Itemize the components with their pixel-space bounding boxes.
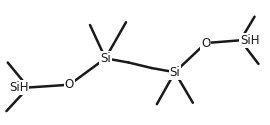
Text: O: O [201,36,210,50]
Text: Si: Si [170,66,180,79]
Text: SiH: SiH [240,34,260,47]
Text: O: O [65,78,74,91]
Text: Si: Si [100,52,111,65]
Text: SiH: SiH [9,81,28,94]
